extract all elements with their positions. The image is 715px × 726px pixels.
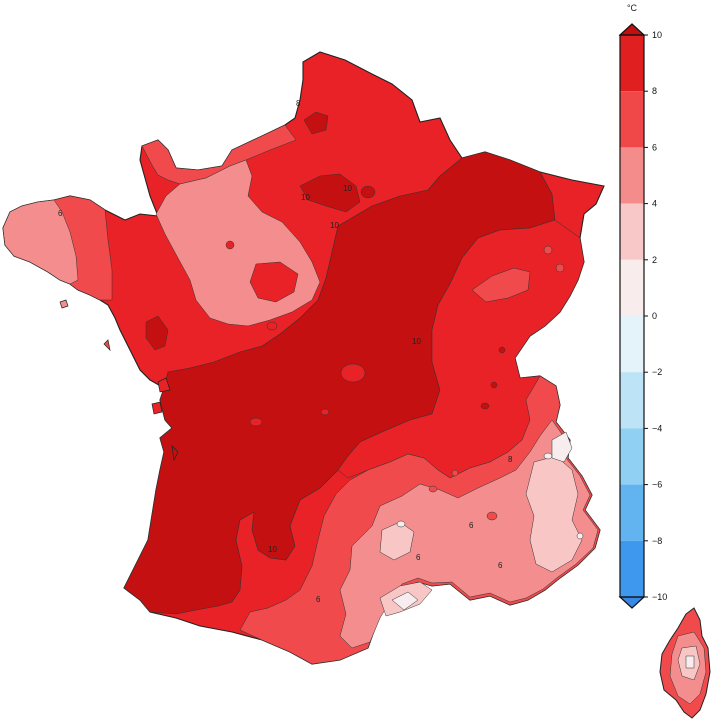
colorbar-unit: °C bbox=[627, 3, 638, 13]
band-above-10-picardie bbox=[303, 111, 329, 135]
contour-label: 10 bbox=[412, 337, 421, 346]
band-6-8-normandy-coast bbox=[141, 124, 297, 185]
colorbar-band bbox=[620, 35, 644, 92]
contour-label: 6 bbox=[316, 595, 321, 604]
colorbar-legend: °C 10 8 6 4 2 0 −2 −4 −6 −8 −10 bbox=[618, 3, 667, 609]
corsica-band-0-2 bbox=[685, 655, 695, 669]
colorbar-tick-label: −6 bbox=[652, 480, 662, 490]
colorbar-tick-label: 8 bbox=[652, 86, 657, 96]
contour-label: 10 bbox=[268, 545, 277, 554]
colorbar-band bbox=[620, 316, 644, 373]
colorbar-band bbox=[620, 372, 644, 429]
band-4-6-finistere bbox=[2, 199, 79, 285]
colorbar-tick-label: 0 bbox=[652, 311, 657, 321]
band-2-4-alpes-maritimes bbox=[525, 455, 583, 573]
france-mainland: 10 10 10 10 10 8 8 6 6 6 6 6 bbox=[2, 51, 605, 665]
contour-label: 6 bbox=[469, 521, 474, 530]
colorbar-tick-label: −8 bbox=[652, 536, 662, 546]
band-0-2-camargue bbox=[391, 591, 419, 611]
colorbar-tick-label: 6 bbox=[652, 142, 657, 152]
colorbar-under-arrow bbox=[618, 596, 646, 609]
contour-label: 6 bbox=[416, 553, 421, 562]
colorbar-band bbox=[620, 147, 644, 204]
colorbar-band bbox=[620, 91, 644, 148]
colorbar-tick-label: −10 bbox=[652, 592, 667, 602]
colorbar-tick-label: −2 bbox=[652, 367, 662, 377]
contour-label: 6 bbox=[498, 561, 503, 570]
colorbar-tick-label: 4 bbox=[652, 199, 657, 209]
colorbar-tick-label: −4 bbox=[652, 423, 662, 433]
contour-label: 10 bbox=[301, 193, 310, 202]
contour-label: 8 bbox=[296, 99, 301, 108]
contour-labels: 10 10 10 10 10 8 8 6 6 6 6 6 bbox=[58, 99, 513, 604]
band-above-10-ardennes bbox=[299, 173, 361, 213]
band-above-10-vendee bbox=[145, 315, 169, 351]
colorbar-tick-label: 2 bbox=[652, 255, 657, 265]
colorbar-tick-label: 10 bbox=[652, 30, 662, 40]
contour-label: 10 bbox=[330, 221, 339, 230]
corsica bbox=[659, 607, 711, 719]
band-6-8-alsace-pocket bbox=[471, 267, 531, 303]
contour-blobs bbox=[225, 185, 584, 540]
colorbar-band bbox=[620, 428, 644, 485]
coastal-islands bbox=[59, 299, 179, 462]
colorbar-band bbox=[620, 484, 644, 541]
contour-label: 10 bbox=[343, 184, 352, 193]
colorbar-band bbox=[620, 259, 644, 316]
colorbar-band bbox=[620, 203, 644, 260]
colorbar-band bbox=[620, 540, 644, 597]
colorbar-over-arrow bbox=[618, 23, 646, 36]
contour-label: 8 bbox=[508, 455, 513, 464]
contour-label: 6 bbox=[58, 209, 63, 218]
band-6-8-maine bbox=[249, 261, 299, 303]
